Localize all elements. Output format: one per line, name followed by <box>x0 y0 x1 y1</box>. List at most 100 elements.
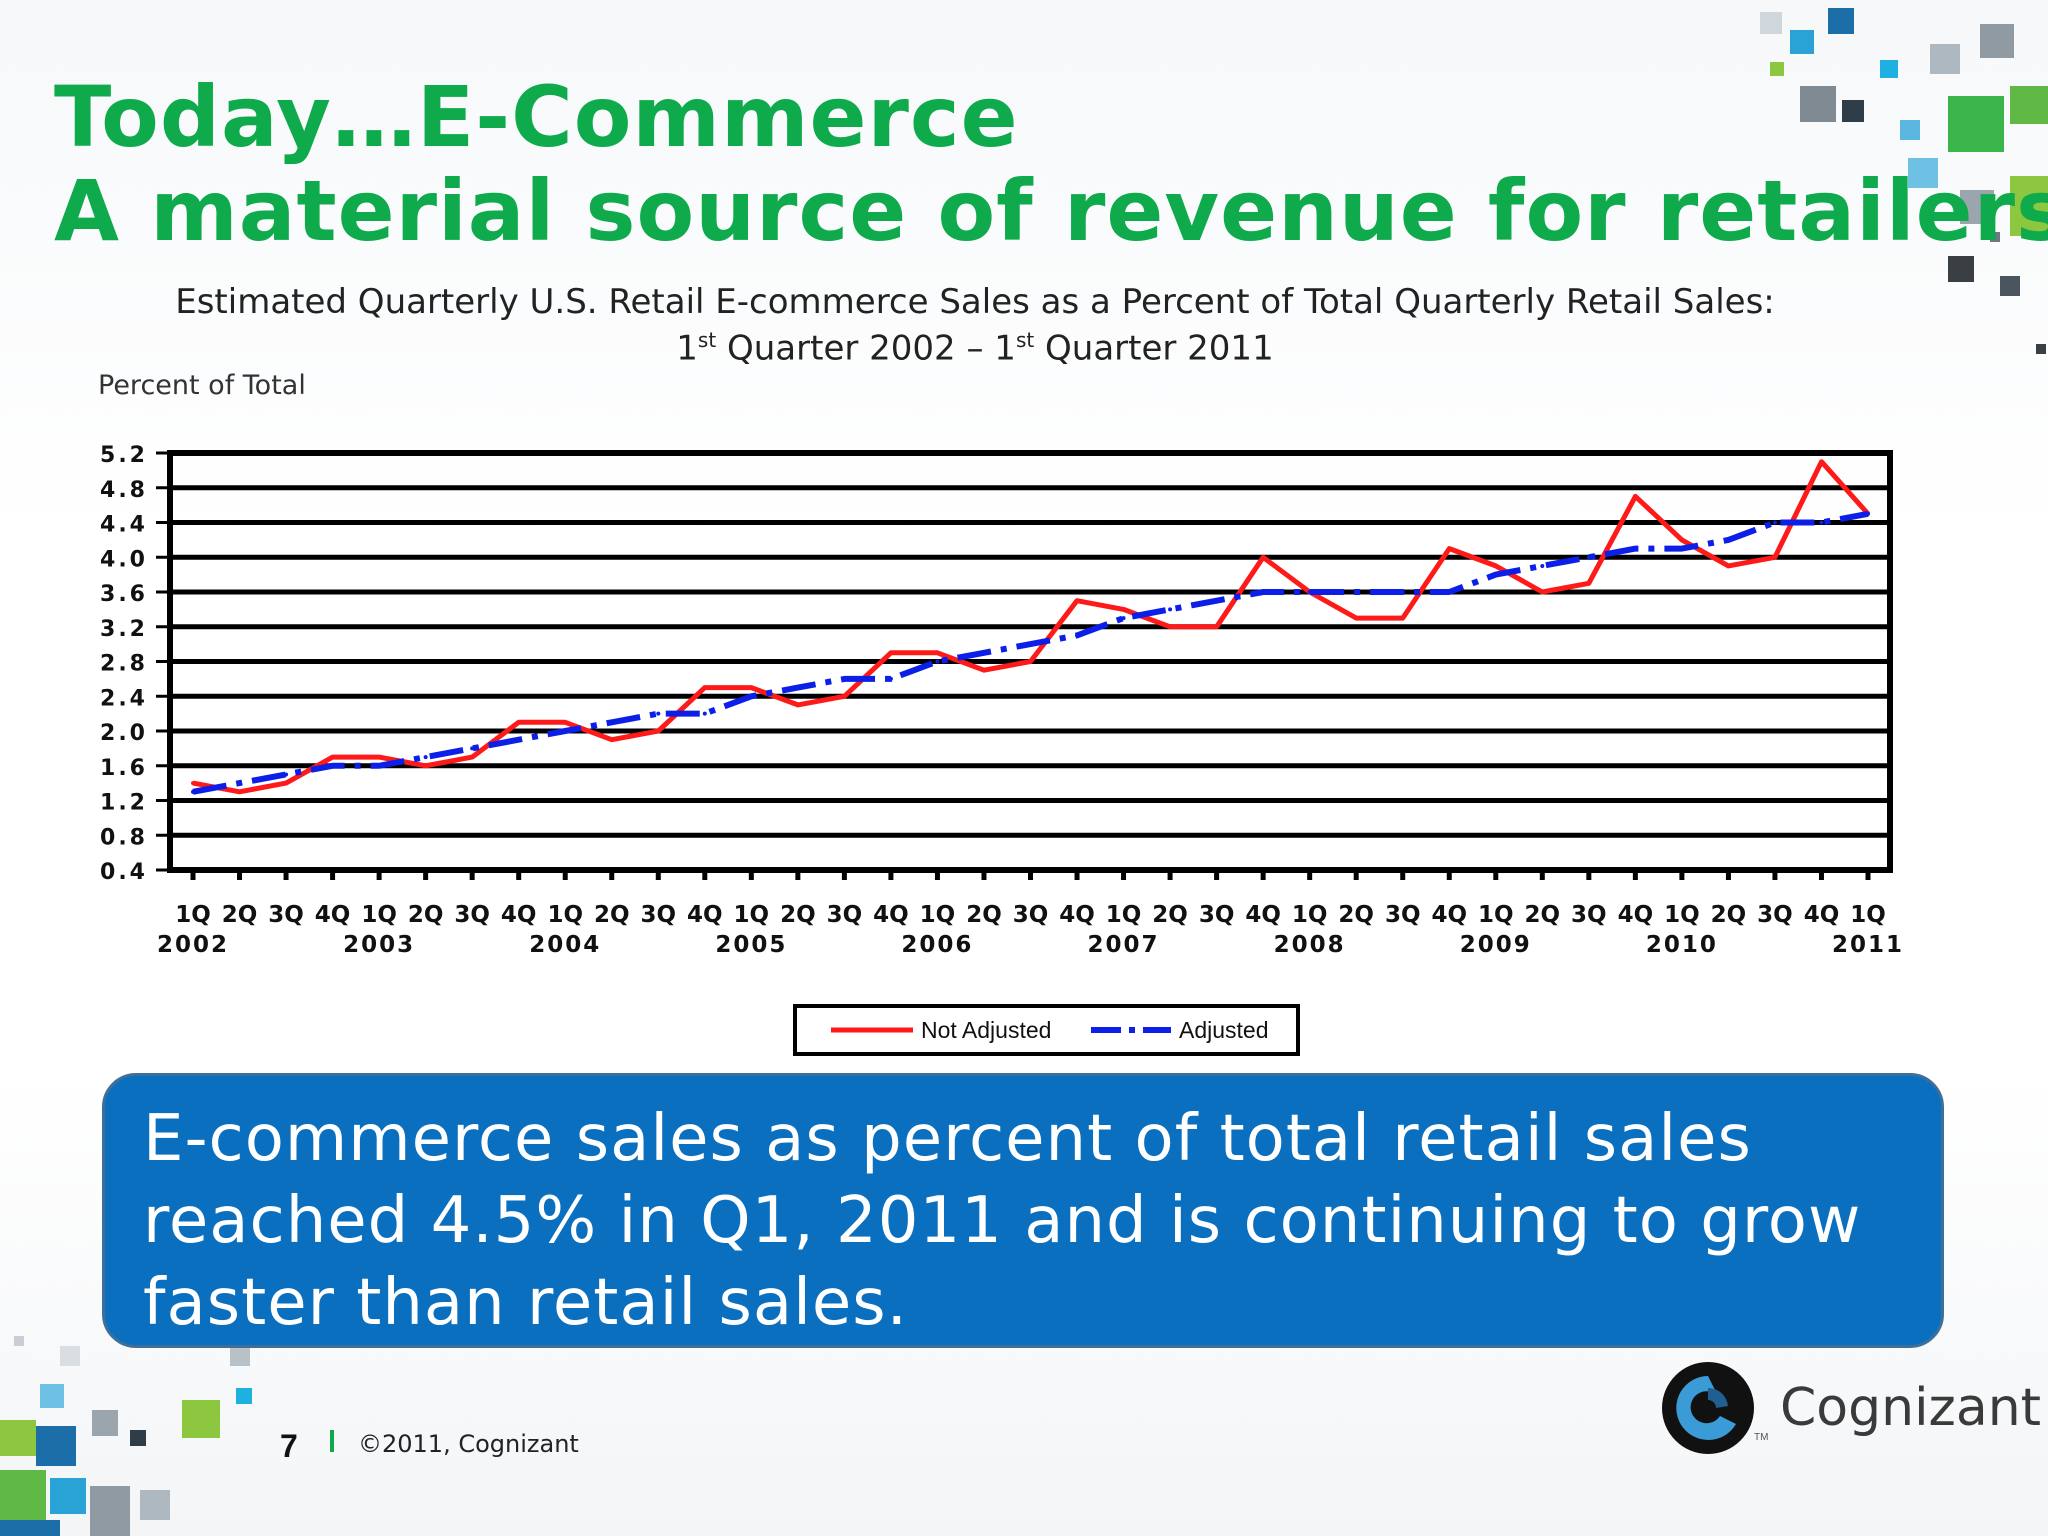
chart-title-line-2: 1st Quarter 2002 – 1st Quarter 2011 <box>100 328 1850 368</box>
data-point-not-adjusted <box>935 650 940 655</box>
x-tick-label: 1Q <box>1478 902 1514 928</box>
data-point-not-adjusted <box>795 702 800 707</box>
data-point-not-adjusted <box>1354 616 1359 621</box>
data-point-not-adjusted <box>237 789 242 794</box>
chart-title-part: 1 <box>676 328 698 369</box>
data-point-not-adjusted <box>1633 494 1638 499</box>
year-label: 2008 <box>1274 932 1346 958</box>
x-tick-label: 4Q <box>1804 902 1840 928</box>
x-tick-label: 3Q <box>1013 902 1049 928</box>
y-tick-label: 4.0 <box>100 547 148 572</box>
x-tick-label: 3Q <box>640 902 676 928</box>
data-point-not-adjusted <box>1772 555 1777 560</box>
legend-box <box>793 1004 1300 1056</box>
year-label: 2010 <box>1646 932 1718 958</box>
data-point-not-adjusted <box>1168 624 1173 629</box>
data-point-adjusted <box>1633 546 1638 551</box>
data-point-adjusted <box>1726 537 1731 542</box>
data-point-not-adjusted <box>1121 607 1126 612</box>
y-tick-label: 1.6 <box>100 756 148 781</box>
data-point-adjusted <box>1168 607 1173 612</box>
chart-title-superscript: st <box>1015 328 1035 352</box>
x-tick-label: 2Q <box>1338 902 1374 928</box>
year-label: 2006 <box>901 932 973 958</box>
x-tick-label: 3Q <box>1757 902 1793 928</box>
x-tick-label: 3Q <box>1571 902 1607 928</box>
data-point-adjusted <box>1866 511 1870 516</box>
data-point-not-adjusted <box>888 650 893 655</box>
data-point-adjusted <box>609 720 614 725</box>
data-point-adjusted <box>1586 555 1591 560</box>
data-point-adjusted <box>1679 546 1684 551</box>
title-line-2: A material source of revenue for retaile… <box>54 162 2048 260</box>
data-point-adjusted <box>516 737 521 742</box>
data-point-adjusted <box>1400 590 1405 594</box>
copyright: ©2011, Cognizant <box>358 1430 579 1458</box>
data-point-not-adjusted <box>516 720 521 725</box>
x-tick-label: 1Q <box>361 902 397 928</box>
data-point-adjusted <box>1447 590 1452 594</box>
footer-separator <box>330 1430 334 1452</box>
data-point-adjusted <box>1121 616 1126 621</box>
year-label: 2003 <box>343 932 415 958</box>
data-point-adjusted <box>284 772 289 777</box>
x-tick-label: 1Q <box>734 902 770 928</box>
data-point-adjusted <box>563 729 568 733</box>
data-point-adjusted <box>1261 590 1266 594</box>
data-point-adjusted <box>1354 590 1359 594</box>
data-point-adjusted <box>795 685 800 690</box>
data-point-not-adjusted <box>1679 537 1684 542</box>
year-label: 2007 <box>1088 932 1160 958</box>
y-tick-label: 3.2 <box>100 617 148 642</box>
data-point-not-adjusted <box>1075 598 1080 603</box>
legend-label-adjusted: Adjusted <box>1179 1017 1269 1043</box>
x-tick-label: 1Q <box>1664 902 1700 928</box>
logo-trademark: TM <box>1754 1432 1769 1443</box>
x-tick-label: 3Q <box>827 902 863 928</box>
x-tick-label: 1Q <box>175 902 211 928</box>
data-point-not-adjusted <box>656 729 661 733</box>
data-point-adjusted <box>1307 590 1312 594</box>
data-point-not-adjusted <box>284 781 289 786</box>
data-point-adjusted <box>935 659 940 664</box>
y-tick-label: 0.4 <box>100 860 148 885</box>
data-point-adjusted <box>191 789 195 794</box>
x-tick-label: 4Q <box>873 902 909 928</box>
data-point-not-adjusted <box>1214 624 1219 629</box>
x-tick-label: 4Q <box>687 902 723 928</box>
data-point-not-adjusted <box>1540 590 1545 594</box>
data-point-not-adjusted <box>1819 459 1824 464</box>
data-point-adjusted <box>842 676 847 681</box>
x-tick-label: 1Q <box>920 902 956 928</box>
chart-title-part: Quarter 2002 – 1 <box>716 328 1016 369</box>
data-point-not-adjusted <box>981 668 986 673</box>
x-tick-label: 4Q <box>501 902 537 928</box>
page-number: 7 <box>280 1428 298 1464</box>
x-tick-label: 1Q <box>547 902 583 928</box>
data-point-adjusted <box>1772 520 1777 525</box>
slide-title: Today…E-Commerce A material source of re… <box>54 70 2048 258</box>
y-tick-label: 1.2 <box>100 791 148 816</box>
data-point-not-adjusted <box>563 720 568 725</box>
x-tick-label: 4Q <box>1618 902 1654 928</box>
y-axis-title: Percent of Total <box>98 370 306 401</box>
x-tick-label: 2Q <box>966 902 1002 928</box>
data-point-not-adjusted <box>842 694 847 699</box>
x-tick-label: 4Q <box>1431 902 1467 928</box>
x-tick-label: 2Q <box>408 902 444 928</box>
data-point-not-adjusted <box>191 781 195 786</box>
legend-label-not-adjusted: Not Adjusted <box>921 1017 1051 1043</box>
x-tick-label: 3Q <box>454 902 490 928</box>
data-point-not-adjusted <box>1028 659 1033 664</box>
x-tick-label: 4Q <box>315 902 351 928</box>
y-tick-label: 4.4 <box>100 513 148 538</box>
x-tick-label: 2Q <box>1525 902 1561 928</box>
data-point-not-adjusted <box>377 755 382 760</box>
data-point-not-adjusted <box>1493 563 1498 568</box>
x-tick-label: 1Q <box>1106 902 1142 928</box>
chart-title-line-1: Estimated Quarterly U.S. Retail E-commer… <box>175 282 1775 322</box>
data-point-adjusted <box>749 694 754 699</box>
x-tick-label: 2Q <box>594 902 630 928</box>
data-point-not-adjusted <box>470 755 475 760</box>
y-tick-label: 2.0 <box>100 721 148 746</box>
